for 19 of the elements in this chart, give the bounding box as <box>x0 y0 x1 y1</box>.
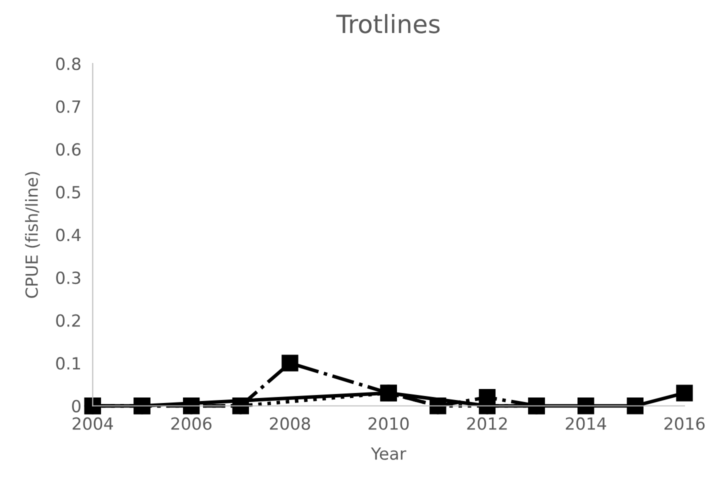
y-tick-label: 0.8 <box>56 58 80 70</box>
x-tick-label: 2006 <box>171 417 212 430</box>
y-tick-label: 0.4 <box>56 228 81 242</box>
x-tick-label: 2016 <box>664 417 705 430</box>
y-tick-label: 0 <box>72 400 80 412</box>
x-tick-label: 2012 <box>467 417 507 430</box>
y-tick-label: 0.6 <box>56 143 81 156</box>
y-tick-label: 0.7 <box>56 100 80 113</box>
y-tick-label: 0.3 <box>56 271 80 284</box>
y-tick-label: 0.1 <box>56 357 80 370</box>
x-tick-label: 2008 <box>270 417 310 430</box>
y-axis-title: CPUE (fish/line) <box>25 172 40 298</box>
x-tick-label: 2014 <box>566 417 606 430</box>
chart-title: Trotlines <box>336 14 440 34</box>
x-tick-label: 2004 <box>72 417 113 430</box>
y-tick-label: 0.5 <box>56 186 80 198</box>
x-tick-label: 2010 <box>368 417 409 430</box>
x-axis-title: Year <box>370 448 406 460</box>
y-tick-label: 0.2 <box>56 314 80 327</box>
